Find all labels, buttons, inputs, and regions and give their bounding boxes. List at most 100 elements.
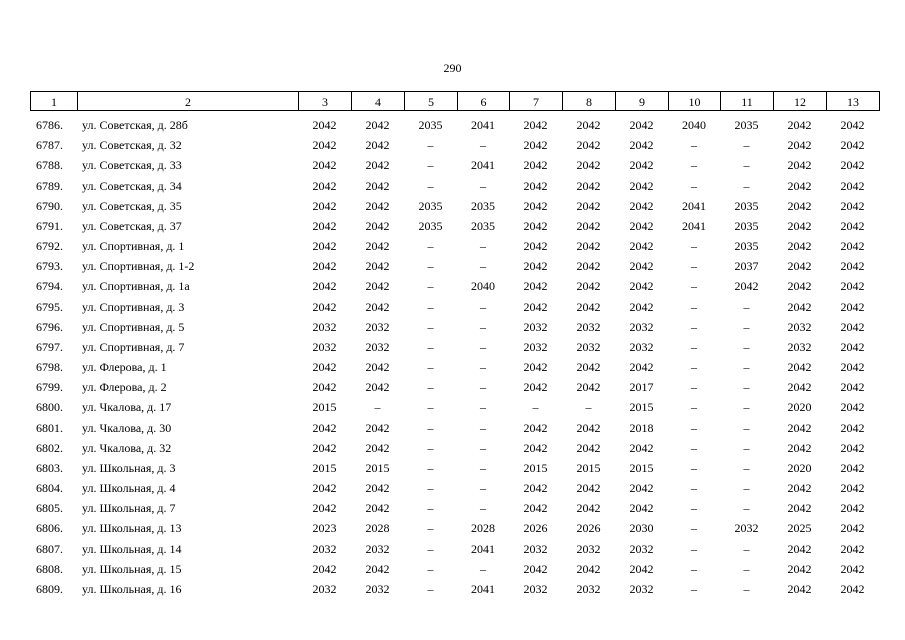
- year-cell: –: [427, 541, 434, 556]
- year-cell: –: [743, 138, 750, 153]
- row-number: 6799.: [36, 380, 63, 395]
- year-cell: –: [691, 178, 697, 193]
- address: ул. Советская, д. 37: [82, 218, 182, 233]
- year-cell: –: [427, 279, 434, 294]
- year-cell: 2026: [523, 521, 548, 536]
- year-cell: 2042: [312, 138, 337, 153]
- year-cell: –: [480, 400, 486, 415]
- year-cell: 2035: [471, 218, 495, 233]
- year-cell: 2018: [629, 420, 654, 435]
- year-cell: –: [427, 420, 434, 435]
- year-cell: 2042: [787, 118, 812, 132]
- year-cell: –: [427, 138, 434, 153]
- address: ул. Школьная, д. 15: [82, 561, 182, 576]
- year-cell: 2042: [629, 198, 654, 213]
- year-cell: 2042: [840, 420, 865, 435]
- row-number: 6793.: [36, 259, 63, 274]
- year-cell: 2042: [312, 178, 337, 193]
- row-number: 6802.: [36, 440, 63, 455]
- row-number: 6801.: [36, 420, 63, 435]
- row-number: 6806.: [36, 521, 63, 536]
- year-cell: 2015: [576, 460, 601, 475]
- year-cell: –: [427, 299, 434, 314]
- year-cell: 2015: [312, 460, 337, 475]
- year-cell: 2042: [576, 501, 601, 516]
- year-cell: 2042: [787, 581, 812, 596]
- row-number: 6804.: [36, 481, 63, 496]
- address: ул. Флерова, д. 1: [82, 360, 167, 375]
- year-cell: –: [427, 440, 434, 455]
- year-cell: 2015: [365, 460, 390, 475]
- year-cell: 2042: [523, 380, 548, 395]
- year-cell: 2042: [365, 118, 390, 132]
- year-cell: –: [427, 178, 434, 193]
- year-cell: 2032: [734, 521, 759, 536]
- row-number: 6809.: [36, 581, 63, 596]
- year-cell: 2042: [312, 299, 337, 314]
- year-cell: 2040: [471, 279, 495, 294]
- header-cell: 6: [457, 91, 509, 111]
- year-cell: 2042: [312, 440, 337, 455]
- year-cell: 2032: [629, 319, 654, 334]
- year-cell: 2042: [629, 360, 654, 375]
- year-cell: –: [427, 339, 434, 354]
- year-cell: 2042: [523, 420, 548, 435]
- year-cell: –: [427, 380, 434, 395]
- year-cell: –: [480, 138, 486, 153]
- year-cell: 2042: [523, 259, 548, 274]
- year-cell: 2030: [629, 521, 654, 536]
- row-number: 6790.: [36, 198, 63, 213]
- year-cell: –: [743, 581, 750, 596]
- year-cell: 2015: [629, 400, 654, 415]
- year-cell: –: [532, 400, 539, 415]
- year-cell: 2042: [840, 501, 865, 516]
- row-number: 6791.: [36, 218, 63, 233]
- header-cell: 11: [720, 91, 773, 111]
- year-cell: –: [427, 521, 434, 536]
- year-cell: 2042: [840, 239, 865, 254]
- year-cell: –: [691, 380, 697, 395]
- year-cell: –: [743, 178, 750, 193]
- year-cell: 2032: [523, 339, 548, 354]
- year-cell: 2042: [629, 178, 654, 193]
- year-cell: 2042: [840, 561, 865, 576]
- address: ул. Советская, д. 35: [82, 198, 182, 213]
- year-cell: 2042: [840, 138, 865, 153]
- year-cell: –: [480, 339, 486, 354]
- year-cell: 2042: [365, 501, 390, 516]
- year-cell: 2042: [312, 218, 337, 233]
- year-cell: 2042: [523, 481, 548, 496]
- year-cell: 2041: [471, 541, 495, 556]
- year-cell: 2035: [418, 118, 443, 132]
- row-number: 6807.: [36, 541, 63, 556]
- year-cell: –: [691, 279, 697, 294]
- year-cell: –: [743, 460, 750, 475]
- year-cell: –: [691, 259, 697, 274]
- year-cell: 2042: [312, 279, 337, 294]
- address: ул. Школьная, д. 14: [82, 541, 182, 556]
- year-cell: 2042: [312, 481, 337, 496]
- year-cell: 2042: [312, 561, 337, 576]
- year-cell: 2042: [787, 561, 812, 576]
- year-cell: 2042: [629, 481, 654, 496]
- year-cell: –: [691, 541, 697, 556]
- year-cell: –: [480, 380, 486, 395]
- year-cell: 2042: [365, 279, 390, 294]
- year-cell: 2028: [365, 521, 390, 536]
- year-cell: –: [480, 259, 486, 274]
- year-cell: 2032: [576, 541, 601, 556]
- year-cell: –: [480, 440, 486, 455]
- year-cell: 2042: [365, 158, 390, 173]
- address: ул. Школьная, д. 4: [82, 481, 176, 496]
- page-number: 290: [443, 61, 462, 75]
- year-cell: 2032: [523, 541, 548, 556]
- year-cell: 2042: [576, 218, 601, 233]
- row-number: 6794.: [36, 279, 63, 294]
- address: ул. Спортивная, д. 1: [82, 239, 185, 254]
- row-number: 6800.: [36, 400, 63, 415]
- year-cell: –: [691, 521, 697, 536]
- year-cell: 2042: [787, 218, 812, 233]
- year-cell: –: [427, 319, 434, 334]
- year-cell: 2042: [787, 158, 812, 173]
- year-cell: 2032: [576, 319, 601, 334]
